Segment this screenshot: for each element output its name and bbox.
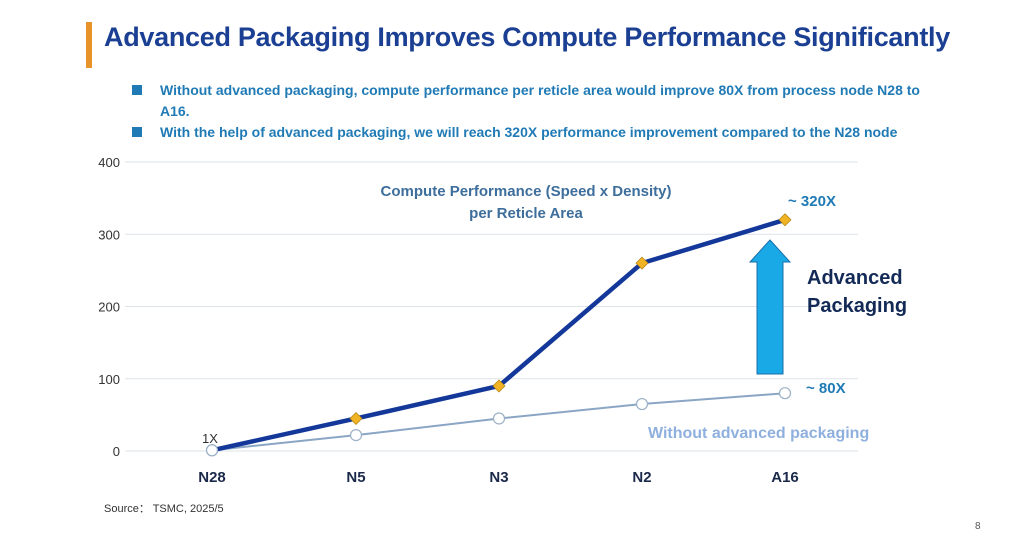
y-tick-label: 400 [98, 155, 120, 170]
bullet-square-icon [132, 85, 142, 95]
x-tick-label: N2 [632, 469, 651, 486]
data-point-without-advanced-packaging [492, 412, 506, 425]
up-arrow-icon [748, 239, 792, 375]
x-tick-label: A16 [771, 469, 799, 486]
data-point-advanced-packaging [349, 411, 363, 425]
y-tick-label: 300 [98, 227, 120, 242]
x-tick-label: N28 [198, 469, 226, 486]
y-tick-label: 100 [98, 372, 120, 387]
slide-title: Advanced Packaging Improves Compute Perf… [104, 22, 950, 52]
chart-title: Compute Performance (Speed x Density) [381, 183, 672, 200]
legend-label-without-advanced-packaging: Without advanced packaging [648, 425, 869, 442]
bullet-item: Without advanced packaging, compute perf… [132, 80, 932, 122]
advanced-end-label: ~ 320X [788, 193, 836, 210]
start-label: 1X [202, 431, 218, 446]
data-point-start [205, 444, 219, 457]
x-tick-label: N3 [489, 469, 508, 486]
arrow-label: Advanced [807, 267, 903, 289]
bullet-square-icon [132, 127, 142, 137]
bullet-list: Without advanced packaging, compute perf… [132, 80, 932, 143]
arrow-label: Packaging [807, 295, 907, 317]
baseline-end-label: ~ 80X [806, 380, 846, 397]
data-point-without-advanced-packaging [349, 429, 363, 442]
data-point-without-advanced-packaging [635, 397, 649, 411]
bullet-text: Without advanced packaging, compute perf… [160, 82, 920, 119]
source-note: Source： TSMC, 2025/5 [104, 503, 224, 515]
bullet-text: With the help of advanced packaging, we … [160, 124, 898, 140]
data-point-advanced-packaging [635, 256, 649, 270]
chart-title: per Reticle Area [469, 205, 583, 222]
data-point-without-advanced-packaging [778, 387, 792, 400]
data-point-advanced-packaging [778, 213, 792, 227]
x-tick-label: N5 [346, 469, 365, 486]
data-point-advanced-packaging [492, 379, 506, 393]
page-number: 8 [975, 521, 981, 532]
y-tick-label: 200 [98, 300, 120, 315]
bullet-item: With the help of advanced packaging, we … [132, 122, 932, 143]
y-tick-label: 0 [113, 444, 120, 459]
title-accent-bar [86, 22, 92, 68]
